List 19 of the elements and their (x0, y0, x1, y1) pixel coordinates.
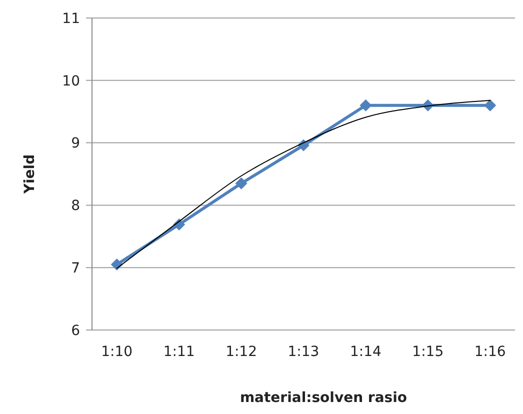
y-axis-title: Yield (22, 154, 38, 195)
point (235, 177, 248, 190)
point (110, 258, 123, 270)
point (484, 99, 496, 112)
x-tick-label: 1:16 (474, 344, 506, 360)
y-tick-label: 9 (71, 136, 80, 152)
y-tick-label: 7 (71, 260, 80, 276)
y-tick-label: 10 (62, 73, 80, 90)
x-tick-label: 1:11 (163, 344, 195, 360)
x-tick-label: 1:15 (412, 344, 444, 360)
x-tick-label: 1:12 (226, 344, 258, 360)
x-axis-title: material:solven rasio (240, 390, 408, 406)
y-tick-label: 11 (62, 10, 80, 27)
x-tick-label: 1:14 (350, 344, 382, 360)
x-tick-label: 1:13 (288, 344, 320, 360)
y-tick-label: 8 (71, 198, 80, 214)
x-tick-label: 1:10 (101, 344, 133, 360)
point (360, 99, 372, 112)
y-tick-label: 6 (71, 322, 80, 339)
